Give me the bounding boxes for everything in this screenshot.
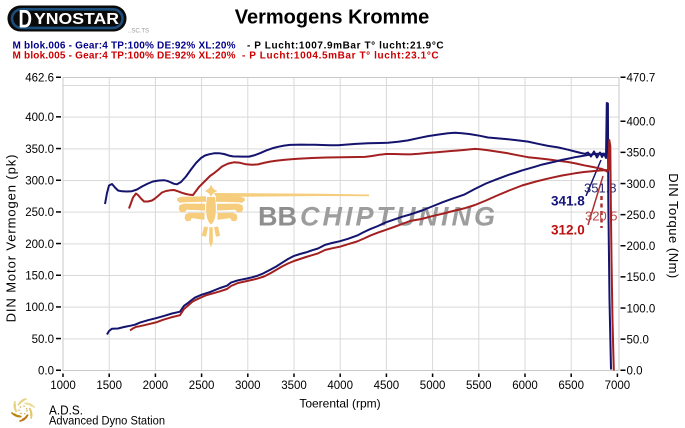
svg-text:50.0: 50.0 <box>32 334 54 346</box>
svg-text:5000: 5000 <box>420 380 446 392</box>
svg-text:YNOSTAR: YNOSTAR <box>34 11 119 28</box>
svg-text:Advanced Dyno Station: Advanced Dyno Station <box>49 414 165 428</box>
svg-text:350.0: 350.0 <box>627 148 656 160</box>
svg-text:A.D.S.: A.D.S. <box>49 403 83 418</box>
svg-text:50.0: 50.0 <box>627 334 649 346</box>
svg-text:341.8: 341.8 <box>551 194 585 209</box>
svg-text:400.0: 400.0 <box>25 112 54 124</box>
svg-text:D: D <box>19 6 33 34</box>
svg-text:462.6: 462.6 <box>25 73 54 85</box>
svg-text:4500: 4500 <box>374 380 400 392</box>
svg-text:150.0: 150.0 <box>25 271 54 283</box>
svg-text:DIN Motor Vermogen (pk): DIN Motor Vermogen (pk) <box>4 154 19 323</box>
svg-text:4000: 4000 <box>327 380 353 392</box>
svg-text:470.7: 470.7 <box>627 73 656 85</box>
svg-text:400.0: 400.0 <box>627 117 656 129</box>
svg-text:5500: 5500 <box>466 380 492 392</box>
svg-text:300.0: 300.0 <box>25 176 54 188</box>
svg-text:0.0: 0.0 <box>38 366 54 378</box>
svg-text:2500: 2500 <box>189 380 215 392</box>
svg-text:312.0: 312.0 <box>551 223 585 238</box>
svg-text:200.0: 200.0 <box>627 241 656 253</box>
svg-text:DIN Torque (Nm): DIN Torque (Nm) <box>666 173 681 279</box>
svg-text:6500: 6500 <box>558 380 584 392</box>
svg-text:150.0: 150.0 <box>627 272 656 284</box>
svg-text:CHIPTUNING: CHIPTUNING <box>300 202 498 232</box>
svg-text:100.0: 100.0 <box>25 302 54 314</box>
svg-text:250.0: 250.0 <box>25 207 54 219</box>
svg-text:320.5: 320.5 <box>585 209 618 224</box>
svg-text:7000: 7000 <box>605 380 631 392</box>
svg-text:3000: 3000 <box>235 380 261 392</box>
svg-text:- P Lucht:1007.9mBar T° lucht:: - P Lucht:1007.9mBar T° lucht:21.9°C <box>247 40 444 51</box>
svg-text:..SC.TS: ..SC.TS <box>128 29 149 35</box>
svg-text:200.0: 200.0 <box>25 239 54 251</box>
svg-text:0.0: 0.0 <box>627 366 643 378</box>
svg-text:2000: 2000 <box>143 380 169 392</box>
svg-text:M blok.006 - Gear:4 TP:100% DE: M blok.006 - Gear:4 TP:100% DE:92% XL:20… <box>13 40 236 51</box>
svg-text:1000: 1000 <box>50 380 76 392</box>
svg-text:100.0: 100.0 <box>627 303 656 315</box>
svg-text:6000: 6000 <box>512 380 538 392</box>
svg-text:- P Lucht:1004.5mBar T° lucht:: - P Lucht:1004.5mBar T° lucht:23.1°C <box>242 50 439 61</box>
svg-text:300.0: 300.0 <box>627 179 656 191</box>
svg-text:250.0: 250.0 <box>627 210 656 222</box>
svg-text:350.0: 350.0 <box>25 144 54 156</box>
svg-text:M blok.005 - Gear:4 TP:100% DE: M blok.005 - Gear:4 TP:100% DE:92% XL:20… <box>13 50 236 61</box>
svg-text:Toerental (rpm): Toerental (rpm) <box>299 397 380 411</box>
svg-text:3500: 3500 <box>281 380 307 392</box>
svg-text:BB: BB <box>258 202 297 232</box>
svg-text:Vermogens Kromme: Vermogens Kromme <box>235 7 430 29</box>
svg-text:1500: 1500 <box>96 380 122 392</box>
